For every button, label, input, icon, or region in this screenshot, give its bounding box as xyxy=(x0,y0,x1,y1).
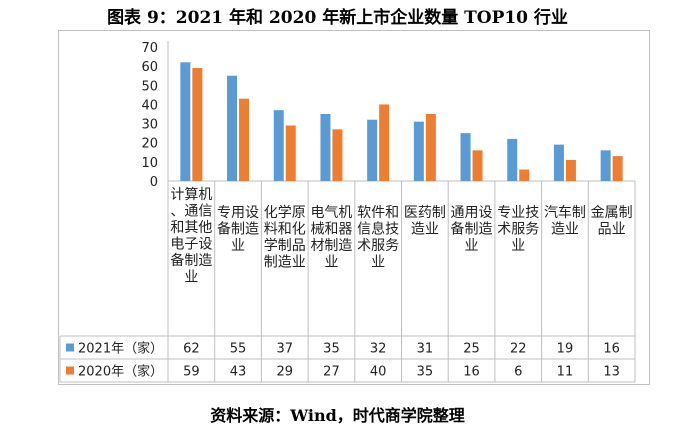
y-tick-label: 70 xyxy=(141,41,158,56)
x-tick-label: 专用设备制造业 xyxy=(217,205,259,254)
table-value: 19 xyxy=(557,342,574,357)
legend-label: 2021年（家） xyxy=(78,341,163,357)
table-value: 31 xyxy=(417,342,434,357)
chart-title: 图表 9：2021 年和 2020 年新上市企业数量 TOP10 行业 xyxy=(107,8,568,28)
table-value: 29 xyxy=(276,365,293,380)
x-tick-label: 软件和信息技术服务业 xyxy=(357,205,399,271)
bar xyxy=(273,110,284,181)
source-note: 资料来源：Wind，时代商学院整理 xyxy=(210,406,465,425)
table-value: 40 xyxy=(370,365,387,380)
legend-swatch xyxy=(66,343,74,352)
table-value: 43 xyxy=(230,365,247,380)
table-value: 59 xyxy=(183,365,200,380)
table-value: 27 xyxy=(323,365,340,380)
y-tick-label: 50 xyxy=(141,79,158,94)
chart-frame xyxy=(58,30,650,385)
table-value: 62 xyxy=(183,342,200,357)
y-tick-label: 60 xyxy=(141,60,158,75)
bar xyxy=(320,114,331,181)
table-value: 55 xyxy=(230,342,247,357)
legend-swatch xyxy=(66,366,74,375)
legend-label: 2020年（家） xyxy=(78,364,163,380)
bar xyxy=(285,125,296,181)
bar-chart: 0 10 20 30 40 50 60 70 计算机、通信和其他电子设备制造业专用设备制造业化学… xyxy=(59,41,636,383)
table-value: 16 xyxy=(463,365,480,380)
bar xyxy=(332,129,343,181)
bar xyxy=(425,114,436,181)
bar xyxy=(227,75,238,181)
table-value: 35 xyxy=(323,342,340,357)
bar xyxy=(460,133,471,181)
bar xyxy=(413,121,424,181)
y-tick-label: 0 xyxy=(150,175,158,190)
x-tick-label: 化学原料和化学制品制造业 xyxy=(264,205,306,271)
bar xyxy=(379,104,390,181)
bar xyxy=(239,98,250,181)
bar xyxy=(367,119,378,181)
x-tick-label: 计算机、通信和其他电子设备制造业 xyxy=(170,187,212,286)
table-value: 13 xyxy=(603,365,620,380)
x-tick-label: 通用设备制造业 xyxy=(451,205,493,254)
y-tick-label: 10 xyxy=(141,156,158,171)
table-value: 16 xyxy=(603,342,620,357)
bar xyxy=(472,150,483,181)
table-value: 25 xyxy=(463,342,480,357)
table-value: 22 xyxy=(510,342,527,357)
table-value: 37 xyxy=(276,342,293,357)
x-tick-label: 金属制品业 xyxy=(591,205,633,238)
y-tick-label: 40 xyxy=(141,98,158,113)
bar xyxy=(519,169,530,181)
bar xyxy=(180,62,191,181)
y-tick-label: 30 xyxy=(141,118,158,133)
table-value: 35 xyxy=(417,365,434,380)
x-tick-label: 电气机械和器材制造业 xyxy=(310,205,352,271)
bar xyxy=(565,159,576,181)
x-tick-label: 医药制造业 xyxy=(404,205,446,238)
table-value: 11 xyxy=(557,365,574,380)
bar xyxy=(612,156,623,181)
table-value: 6 xyxy=(514,365,522,380)
x-tick-label: 专业技术服务业 xyxy=(497,205,539,254)
x-tick-label: 汽车制造业 xyxy=(544,204,586,238)
bar xyxy=(553,144,564,181)
bar xyxy=(192,68,203,181)
table-value: 32 xyxy=(370,342,387,357)
bar xyxy=(600,150,611,181)
bar xyxy=(507,138,518,181)
y-tick-label: 20 xyxy=(141,137,158,152)
